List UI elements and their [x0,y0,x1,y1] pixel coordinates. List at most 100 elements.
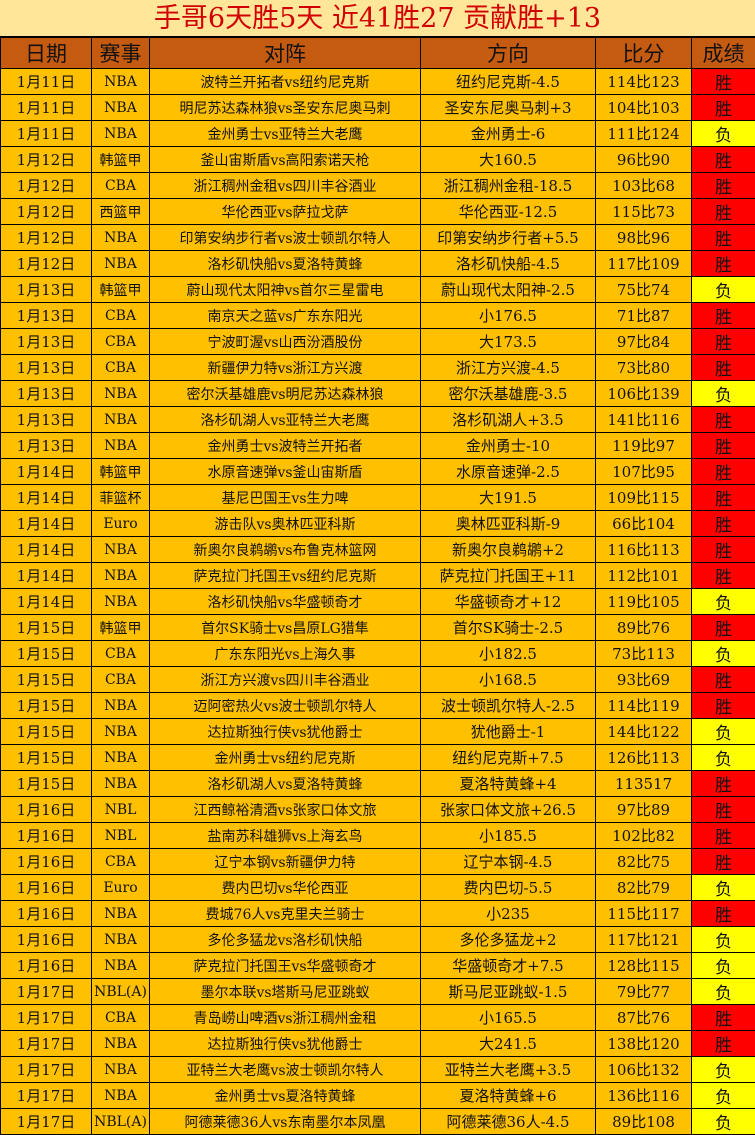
date-cell: 1月13日 [1,355,92,381]
pick-cell: 大191.5 [421,485,596,511]
matchup-cell: 广东东阳光vs上海久事 [150,641,421,667]
result-cell: 负 [692,589,755,615]
pick-cell: 印第安纳步行者+5.5 [421,225,596,251]
score-cell: 144比122 [596,719,692,745]
pick-cell: 浙江方兴渡-4.5 [421,355,596,381]
pick-cell: 密尔沃基雄鹿-3.5 [421,381,596,407]
matchup-cell: 首尔SK骑士vs昌原LG猎隼 [150,615,421,641]
result-cell: 胜 [692,173,755,199]
date-cell: 1月12日 [1,199,92,225]
league-cell: CBA [92,173,150,199]
matchup-cell: 南京天之蓝vs广东东阳光 [150,303,421,329]
score-cell: 116比113 [596,537,692,563]
matchup-cell: 游击队vs奥林匹亚科斯 [150,511,421,537]
league-cell: CBA [92,849,150,875]
pick-cell: 新奥尔良鹈鹕+2 [421,537,596,563]
pick-cell: 水原音速弹-2.5 [421,459,596,485]
league-cell: NBL(A) [92,1109,150,1135]
matchup-cell: 水原音速弹vs釜山宙斯盾 [150,459,421,485]
result-cell: 胜 [692,615,755,641]
league-cell: CBA [92,329,150,355]
result-cell: 负 [692,979,755,1005]
result-cell: 负 [692,927,755,953]
date-cell: 1月15日 [1,693,92,719]
league-cell: NBA [92,1083,150,1109]
score-cell: 136比116 [596,1083,692,1109]
score-cell: 112比101 [596,563,692,589]
league-cell: NBA [92,121,150,147]
league-cell: NBL(A) [92,979,150,1005]
date-cell: 1月15日 [1,745,92,771]
pick-cell: 亚特兰大老鹰+3.5 [421,1057,596,1083]
result-cell: 胜 [692,69,755,95]
league-cell: CBA [92,667,150,693]
score-cell: 141比116 [596,407,692,433]
league-cell: CBA [92,355,150,381]
league-cell: NBA [92,563,150,589]
pick-cell: 大160.5 [421,147,596,173]
matchup-cell: 新奥尔良鹈鹕vs布鲁克林篮网 [150,537,421,563]
date-cell: 1月13日 [1,433,92,459]
date-cell: 1月14日 [1,511,92,537]
result-cell: 胜 [692,1031,755,1057]
score-cell: 109比115 [596,485,692,511]
matchup-cell: 金州勇士vs纽约尼克斯 [150,745,421,771]
result-cell: 胜 [692,225,755,251]
league-cell: NBA [92,1031,150,1057]
matchup-cell: 密尔沃基雄鹿vs明尼苏达森林狼 [150,381,421,407]
result-cell: 负 [692,875,755,901]
score-cell: 115比117 [596,901,692,927]
matchup-cell: 辽宁本钢vs新疆伊力特 [150,849,421,875]
league-cell: 韩篮甲 [92,615,150,641]
result-cell: 胜 [692,303,755,329]
pick-cell: 阿德莱德36人-4.5 [421,1109,596,1135]
league-cell: NBA [92,693,150,719]
result-cell: 胜 [692,797,755,823]
league-cell: NBA [92,745,150,771]
result-cell: 负 [692,1057,755,1083]
date-cell: 1月13日 [1,407,92,433]
date-cell: 1月14日 [1,537,92,563]
result-cell: 胜 [692,199,755,225]
header-score: 比分 [596,38,692,69]
pick-cell: 纽约尼克斯-4.5 [421,69,596,95]
date-cell: 1月15日 [1,771,92,797]
score-cell: 119比105 [596,589,692,615]
date-cell: 1月16日 [1,953,92,979]
header-date: 日期 [1,38,92,69]
matchup-cell: 金州勇士vs波特兰开拓者 [150,433,421,459]
league-cell: Euro [92,511,150,537]
matchup-cell: 洛杉矶湖人vs亚特兰大老鹰 [150,407,421,433]
matchup-cell: 盐南苏科雄狮vs上海玄鸟 [150,823,421,849]
score-cell: 119比97 [596,433,692,459]
result-cell: 胜 [692,823,755,849]
score-cell: 71比87 [596,303,692,329]
result-cell: 胜 [692,251,755,277]
result-cell: 胜 [692,563,755,589]
score-cell: 79比77 [596,979,692,1005]
league-cell: NBA [92,225,150,251]
score-cell: 103比68 [596,173,692,199]
result-cell: 胜 [692,407,755,433]
matchup-cell: 费城76人vs克里夫兰骑士 [150,901,421,927]
matchup-cell: 萨克拉门托国王vs华盛顿奇才 [150,953,421,979]
matchup-cell: 江西鲸裕清酒vs张家口体文旅 [150,797,421,823]
result-cell: 胜 [692,849,755,875]
